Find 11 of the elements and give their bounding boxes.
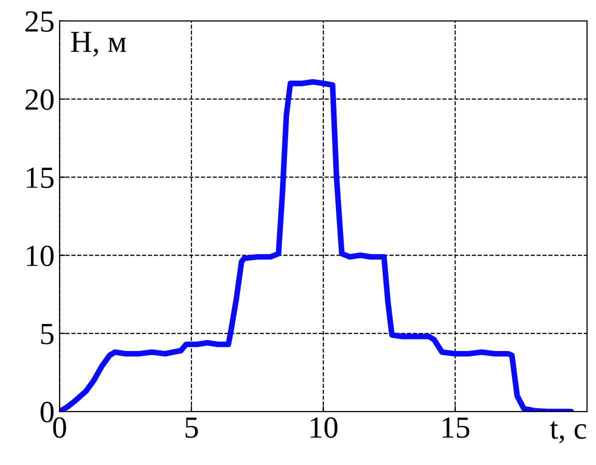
- x-tick-label: 15: [442, 417, 470, 438]
- y-tick-label: 25: [26, 11, 54, 32]
- x-tick-label: 5: [186, 418, 198, 438]
- x-tick-label: 10: [310, 417, 338, 438]
- y-tick-label: 5: [41, 324, 54, 344]
- y-tick-label: 10: [26, 246, 54, 266]
- y-axis-title: H, м: [71, 32, 126, 57]
- y-tick-label: 0: [40, 402, 54, 422]
- y-tick-label: 20: [26, 89, 54, 110]
- y-tick-label: 15: [26, 168, 54, 188]
- x-axis-title: t, c: [550, 421, 586, 444]
